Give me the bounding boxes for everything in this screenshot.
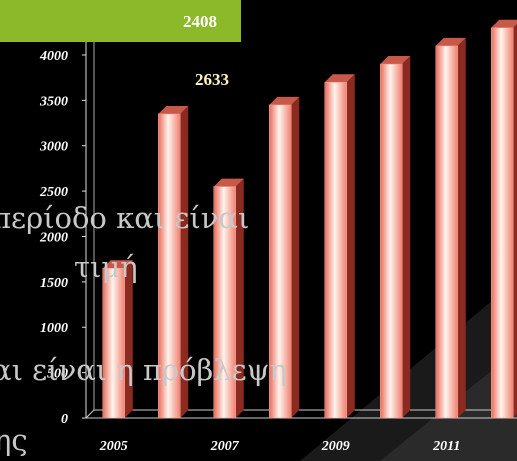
- bar-top: [102, 260, 133, 269]
- text-line: ης: [0, 423, 28, 457]
- y-tick-label: 0: [61, 412, 68, 427]
- y-tick-label: 3000: [39, 140, 68, 155]
- x-tick-label: 2007: [210, 439, 240, 454]
- y-tick-label: 2000: [39, 230, 68, 245]
- bar-side: [235, 178, 244, 418]
- y-tick-label: 1500: [40, 276, 68, 291]
- bar-top: [380, 56, 411, 65]
- bar: [158, 113, 181, 419]
- bar-side: [457, 37, 466, 418]
- bar-top: [435, 37, 466, 46]
- bar: [269, 104, 292, 419]
- bar-side: [291, 96, 300, 418]
- x-tick-label: 2011: [432, 439, 460, 454]
- bar-top: [491, 19, 517, 28]
- y-tick-label: 500: [47, 367, 68, 382]
- chart: 0 500 1000 1500 2000 2500 3000 3500 4000 2005 2007…: [39, 0, 517, 454]
- bar-top: [158, 105, 189, 114]
- bar-side: [346, 74, 355, 419]
- bar: [491, 27, 514, 419]
- bar-top: [213, 178, 244, 187]
- box-label: 2408: [183, 12, 217, 31]
- text-line: περίοδο και είναι: [0, 201, 249, 235]
- bar: [324, 81, 347, 419]
- x-tick-label: 2005: [99, 439, 128, 454]
- bar: [435, 45, 458, 419]
- label: 2633: [195, 70, 229, 89]
- bar: [213, 186, 236, 419]
- bar-side: [402, 56, 411, 418]
- bar-side: [513, 24, 517, 418]
- text-line: αι είναι η πρόβλεψη: [0, 353, 287, 387]
- bar-side: [124, 260, 133, 418]
- label-box: [0, 0, 241, 42]
- bar-side: [180, 105, 189, 419]
- y-tick-label: 1000: [40, 321, 68, 336]
- y-tick-label: 2500: [39, 185, 68, 200]
- text-line: τιμή: [74, 250, 138, 284]
- bar: [380, 63, 403, 419]
- x-tick-label: 2009: [321, 439, 350, 454]
- y-tick-label: 4000: [39, 49, 68, 64]
- bar-top: [269, 96, 300, 105]
- bar-top: [324, 74, 355, 83]
- bar: [102, 268, 125, 419]
- y-tick-label: 3500: [39, 94, 68, 109]
